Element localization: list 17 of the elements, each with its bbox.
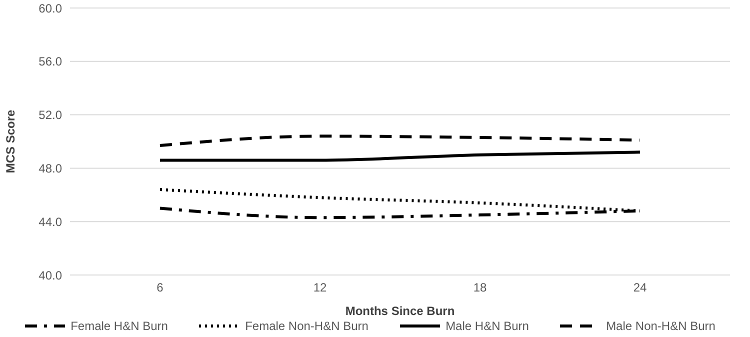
legend-label: Male Non-H&N Burn <box>606 319 716 333</box>
line-series <box>158 134 642 148</box>
x-tick-label: 6 <box>156 280 164 295</box>
x-tick-label: 12 <box>313 280 327 295</box>
x-tick-label: 18 <box>473 280 487 295</box>
x-tick-label: 24 <box>633 280 647 295</box>
legend-label: Male H&N Burn <box>446 319 529 333</box>
legend-label: Female Non-H&N Burn <box>245 319 368 333</box>
y-tick-label: 52.0 <box>38 108 62 122</box>
y-tick-label: 44.0 <box>38 214 62 229</box>
y-tick-label: 56.0 <box>38 54 62 69</box>
y-tick-label: 48.0 <box>38 161 62 176</box>
y-tick-label: 60.0 <box>38 1 62 16</box>
x-axis-title: Months Since Burn <box>345 304 455 318</box>
y-axis-title: MCS Score <box>3 110 18 174</box>
y-tick-label: 40.0 <box>38 268 62 282</box>
legend-label: Female H&N Burn <box>70 319 168 333</box>
